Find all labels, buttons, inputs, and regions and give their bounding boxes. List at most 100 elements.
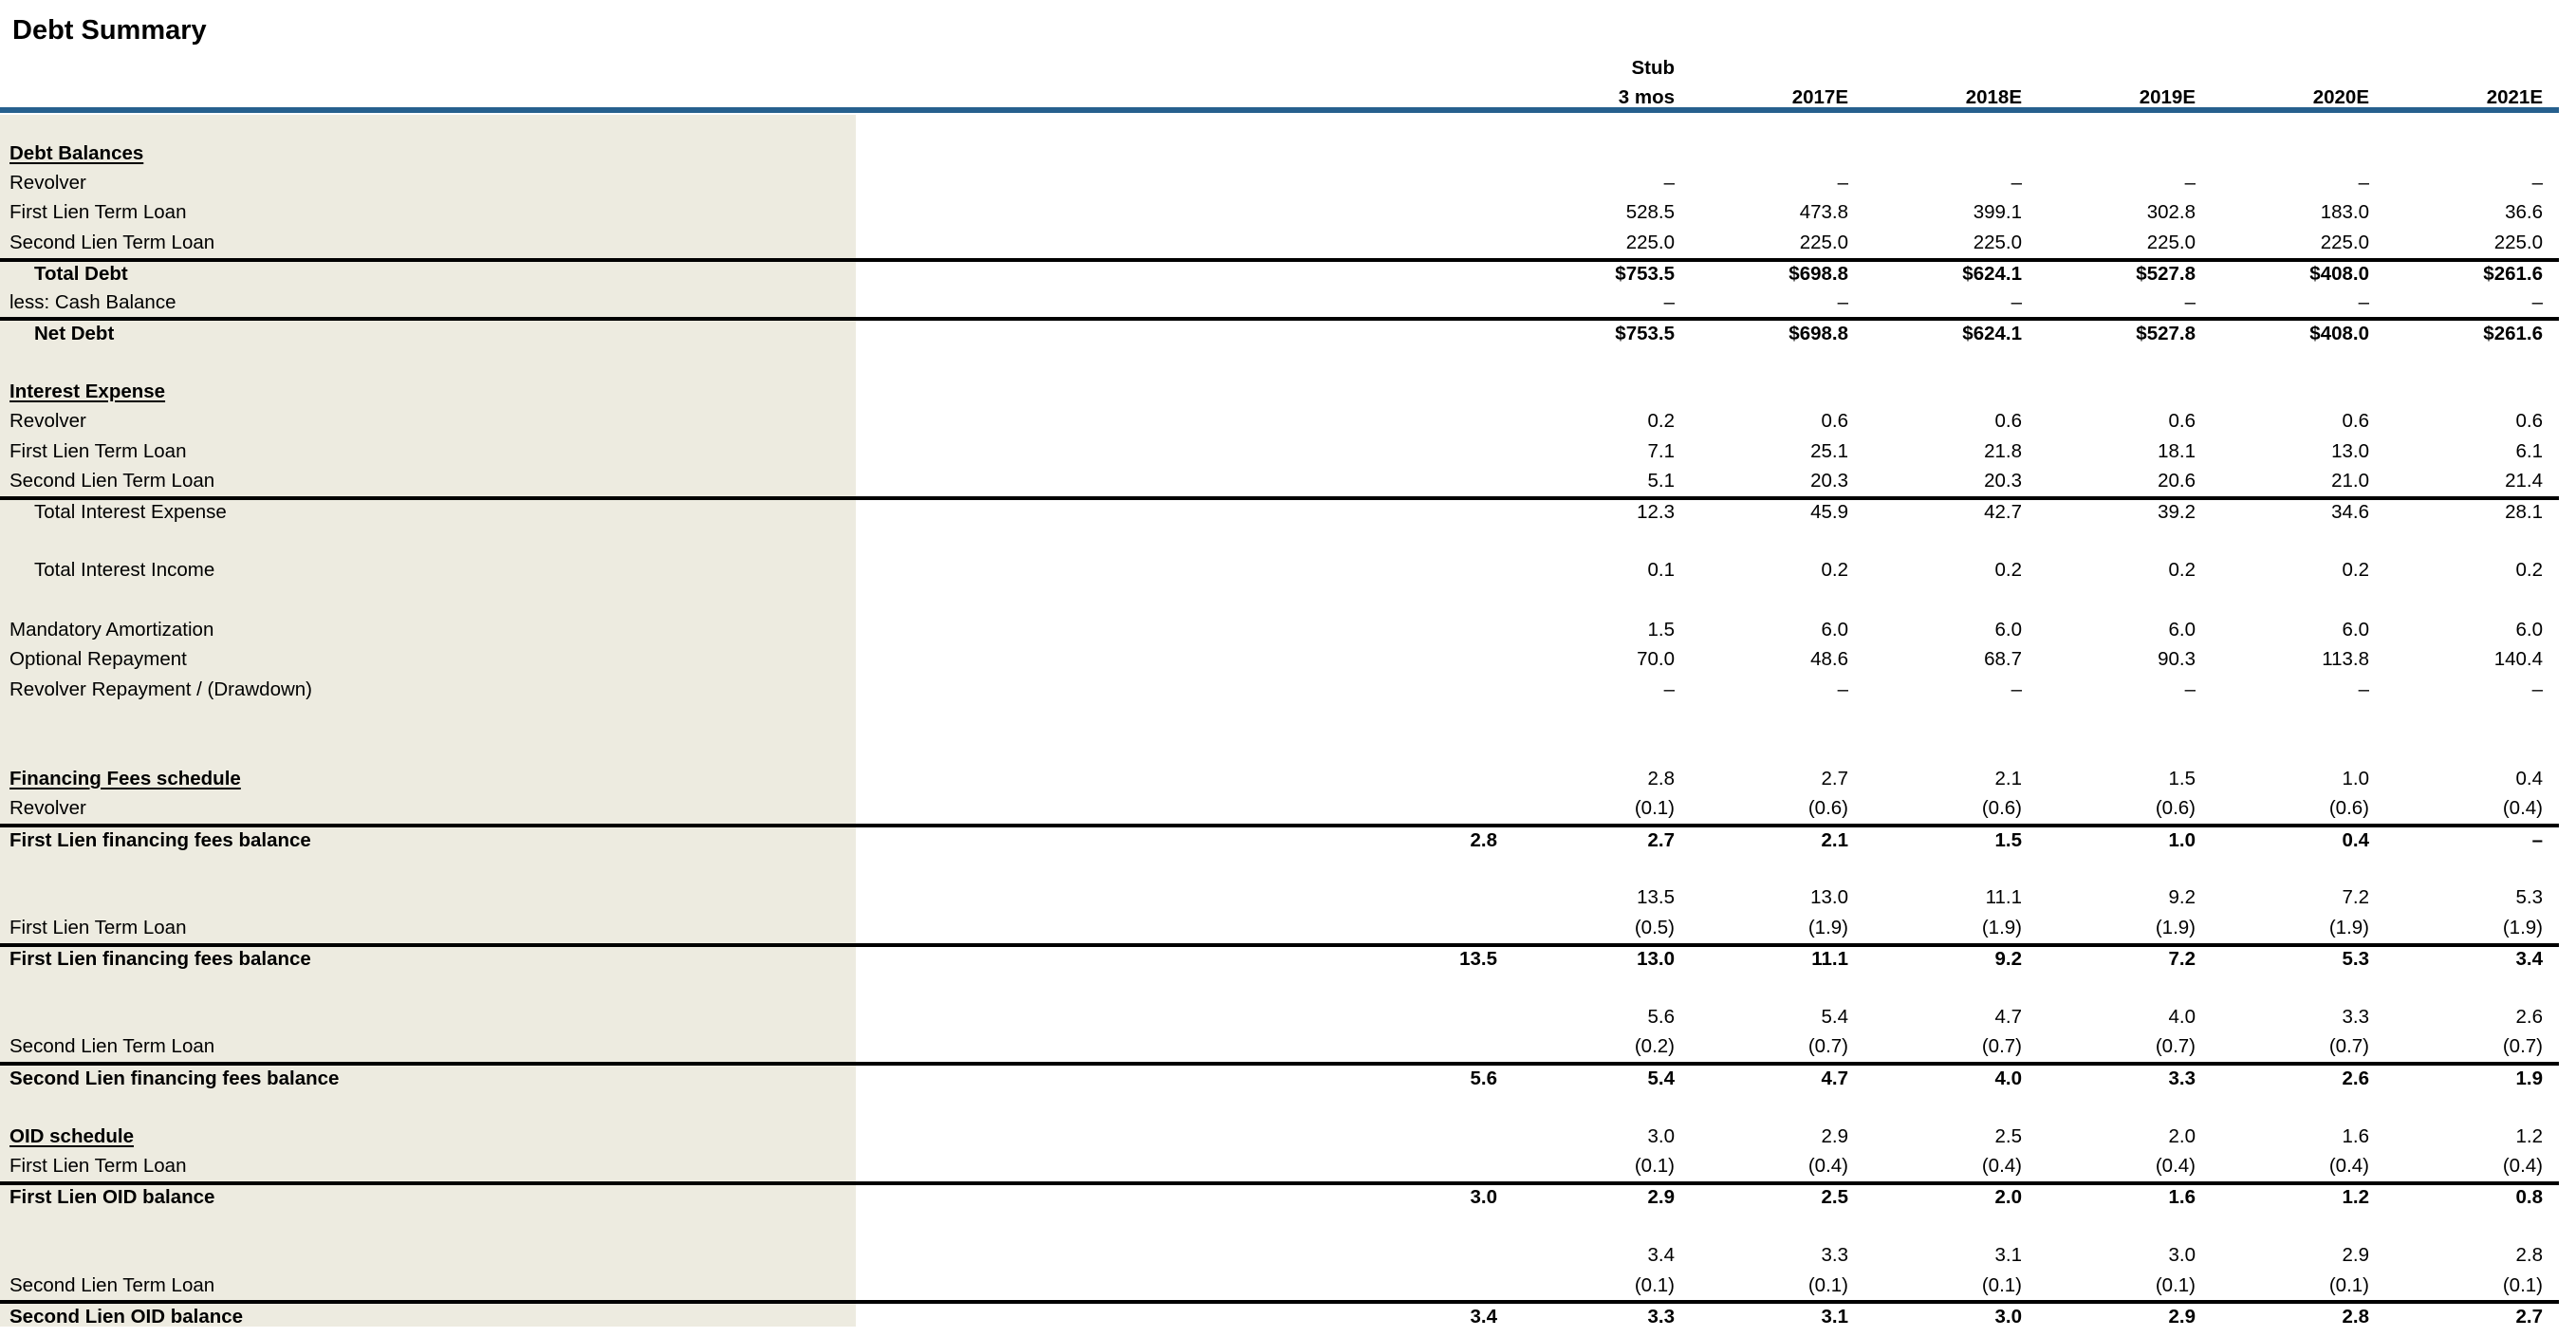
cell-value: 1.6 <box>2168 1186 2196 1209</box>
cell-value: $698.8 <box>1788 323 1848 345</box>
cell-value: 20.6 <box>2158 469 2196 492</box>
table-row: First Lien Term Loan (0.5) (1.9) (1.9) (1.9)… <box>0 913 2559 942</box>
cell-opening-balance: 3.4 <box>1470 1305 1498 1328</box>
cell-value: 1.5 <box>1647 618 1676 641</box>
cell-value: 0.4 <box>2342 828 2370 851</box>
row-label: First Lien Term Loan <box>0 440 1352 463</box>
cell-value: 140.4 <box>2493 648 2543 671</box>
cell-value: 21.8 <box>1984 439 2022 462</box>
cell-value: 6.1 <box>2515 439 2544 462</box>
cell-value: – <box>1663 172 1675 195</box>
row-label: Interest Expense <box>0 381 1352 403</box>
cell-value: 2.0 <box>1994 1186 2023 1209</box>
row-label-text: First Lien Term Loan <box>9 1154 187 1177</box>
col-header-stub: Stub <box>1631 56 1675 79</box>
row-label-text: First Lien financing fees balance <box>9 828 311 851</box>
spacer-row <box>0 704 2559 733</box>
cell-value: (0.4) <box>2502 797 2543 820</box>
cell-value: $624.1 <box>1962 323 2022 345</box>
cell-value: $698.8 <box>1788 263 1848 286</box>
cell-value: – <box>1663 290 1675 313</box>
cell-value: 48.6 <box>1810 648 1848 671</box>
cell-value: 1.2 <box>2342 1186 2370 1209</box>
cell-value: 2.8 <box>1647 767 1676 789</box>
cell-value: 4.0 <box>2168 1006 2196 1029</box>
cell-opening-balance: 2.8 <box>1470 828 1498 851</box>
spacer-row <box>0 347 2559 377</box>
cell-value: 2.9 <box>1821 1124 1849 1147</box>
cell-value: 13.5 <box>1637 886 1675 909</box>
row-label: Mandatory Amortization <box>0 619 1352 641</box>
cell-value: 0.6 <box>1821 410 1849 433</box>
cell-value: 12.3 <box>1637 501 1675 524</box>
row-label-text: Interest Expense <box>9 380 166 402</box>
cell-value: (0.7) <box>1807 1035 1848 1058</box>
row-label: Revolver <box>0 410 1352 433</box>
cell-value: $527.8 <box>2136 263 2196 286</box>
table-row: First Lien Term Loan 7.1 25.1 21.8 18.1 13.0 6… <box>0 436 2559 466</box>
cell-value: (0.1) <box>1634 797 1675 820</box>
row-label-text: Revolver Repayment / (Drawdown) <box>9 678 313 700</box>
cell-value: (1.9) <box>1807 916 1848 938</box>
row-label: Total Interest Income <box>0 559 1352 582</box>
cell-value: 70.0 <box>1637 648 1675 671</box>
table-row: First Lien financing fees balance 13.5 13.… <box>0 942 2559 973</box>
cell-value: (1.9) <box>2502 916 2543 938</box>
cell-value: 11.1 <box>1811 948 1848 971</box>
cell-value: 0.1 <box>1647 559 1676 582</box>
spacer-row <box>0 585 2559 615</box>
header-accent-rule <box>0 107 2559 113</box>
cell-value: 1.6 <box>2342 1124 2370 1147</box>
cell-value: 225.0 <box>1625 231 1675 253</box>
cell-value: – <box>2011 678 2022 700</box>
cell-value: – <box>1837 678 1848 700</box>
row-label-text: Financing Fees schedule <box>9 767 241 789</box>
table-row: Second Lien financing fees balance 5.6 5.4… <box>0 1062 2559 1091</box>
cell-value: 25.1 <box>1810 439 1848 462</box>
cell-value: 5.3 <box>2515 886 2544 909</box>
table-row: First Lien Term Loan 528.5 473.8 399.1 302.8… <box>0 198 2559 228</box>
cell-value: 1.5 <box>2168 767 2196 789</box>
row-label-text: Second Lien Term Loan <box>9 1273 215 1296</box>
cell-value: 225.0 <box>1973 231 2022 253</box>
cell-value: 2.0 <box>2168 1124 2196 1147</box>
table-row: 3.4 3.3 3.1 3.0 2.9 2.8 <box>0 1240 2559 1270</box>
cell-value: 5.1 <box>1647 469 1676 492</box>
cell-value: 473.8 <box>1799 201 1848 224</box>
col-header-stub-period: 3 mos <box>1618 85 1675 108</box>
cell-value: 13.0 <box>2331 439 2369 462</box>
row-label-text: Revolver <box>9 172 86 195</box>
row-label: Second Lien Term Loan <box>0 1274 1352 1297</box>
cell-value: (0.2) <box>1634 1035 1675 1058</box>
table-row: OID schedule 3.0 2.9 2.5 2.0 1.6 1.2 <box>0 1122 2559 1151</box>
cell-value: 3.1 <box>1821 1305 1849 1328</box>
row-label: Second Lien Term Loan <box>0 1035 1352 1058</box>
table-row: Second Lien Term Loan 5.1 20.3 20.3 20.6 21.0… <box>0 466 2559 495</box>
cell-value: 2.1 <box>1994 767 2023 789</box>
table-row: Total Interest Income 0.1 0.2 0.2 0.2 0.2 0.2 <box>0 555 2559 585</box>
cell-value: 20.3 <box>1984 469 2022 492</box>
row-label-text: Total Interest Income <box>34 559 215 582</box>
cell-value: (0.7) <box>2155 1035 2196 1058</box>
cell-value: 0.4 <box>2515 767 2544 789</box>
cell-value: (1.9) <box>2155 916 2196 938</box>
cell-value: – <box>2358 172 2369 195</box>
cell-value: – <box>2531 172 2543 195</box>
cell-value: 0.2 <box>1821 559 1849 582</box>
cell-value: (0.5) <box>1634 916 1675 938</box>
cell-value: (0.6) <box>2328 797 2369 820</box>
cell-value: (0.4) <box>1807 1154 1848 1177</box>
cell-value: $408.0 <box>2309 263 2369 286</box>
cell-value: – <box>2184 290 2196 313</box>
row-label-text: less: Cash Balance <box>9 290 176 313</box>
table-row: First Lien financing fees balance 2.8 2.7 2… <box>0 823 2559 853</box>
spacer-row <box>0 1211 2559 1240</box>
cell-value: 2.9 <box>2168 1305 2196 1328</box>
table-row: 13.5 13.0 11.1 9.2 7.2 5.3 <box>0 883 2559 913</box>
cell-value: 1.0 <box>2342 767 2370 789</box>
cell-value: 6.0 <box>1994 618 2023 641</box>
cell-value: (0.1) <box>1981 1273 2022 1296</box>
cell-value: 45.9 <box>1810 501 1848 524</box>
table-row: Second Lien Term Loan (0.2) (0.7) (0.7) (0.7… <box>0 1032 2559 1062</box>
